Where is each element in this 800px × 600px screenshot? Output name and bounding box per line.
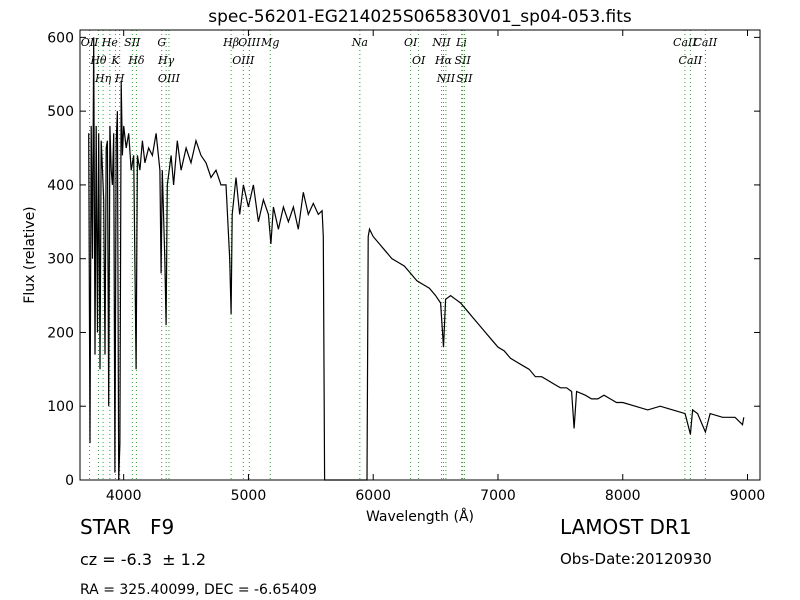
spectral-line-label: Mg xyxy=(260,36,279,49)
spectral-line-label: Hθ xyxy=(89,54,107,67)
x-tick-label: 7000 xyxy=(480,488,516,504)
spectral-line-label: Na xyxy=(351,36,368,49)
spectral-line-label: OII xyxy=(81,36,99,49)
spectral-line-label: SII xyxy=(124,36,141,49)
spectral-line-label: SII xyxy=(456,72,473,85)
x-tick-label: 9000 xyxy=(730,488,766,504)
y-tick-label: 300 xyxy=(47,252,74,268)
y-tick-label: 600 xyxy=(47,30,74,46)
survey: LAMOST DR1 xyxy=(560,515,692,539)
redshift: cz = -6.3 ± 1.2 xyxy=(80,550,206,569)
y-tick-label: 100 xyxy=(47,399,74,415)
spectral-line-label: OI xyxy=(412,54,426,67)
spectral-line-label: OIII xyxy=(158,72,181,85)
coordinates: RA = 325.40099, DEC = -6.65409 xyxy=(80,582,317,598)
spectral-line-label: CaII xyxy=(679,54,703,67)
spectral-line-label: OI xyxy=(404,36,418,49)
spectral-line-label: Li xyxy=(455,36,467,49)
spectral-line-label: CaII xyxy=(673,36,697,49)
spectral-line-label: He xyxy=(101,36,119,49)
y-tick-label: 200 xyxy=(47,325,74,341)
spectral-line-label: NII xyxy=(436,72,456,85)
y-tick-label: 400 xyxy=(47,178,74,194)
obs-date: Obs-Date:20120930 xyxy=(560,550,712,568)
spectral-line-label: OIII xyxy=(238,36,261,49)
spectral-line-label: CaII xyxy=(694,36,718,49)
spectrum-line xyxy=(88,37,745,481)
x-tick-label: 4000 xyxy=(106,488,142,504)
spectral-line-label: K xyxy=(110,54,120,67)
spectral-line-label: G xyxy=(157,36,166,49)
spectral-line-label: SII xyxy=(455,54,472,67)
y-tick-label: 0 xyxy=(65,473,74,489)
spectral-line-label: Hα xyxy=(434,54,453,67)
plot-frame xyxy=(79,29,761,481)
spectral-line-label: Hη xyxy=(94,72,112,85)
x-tick-label: 5000 xyxy=(231,488,267,504)
x-axis-label: Wavelength (Å) xyxy=(366,508,474,525)
spectral-line-label: Hγ xyxy=(157,54,175,67)
chart-title: spec-56201-EG214025S065830V01_sp04-053.f… xyxy=(208,7,632,27)
spectral-line-label: NII xyxy=(431,36,451,49)
spectral-line-label: Hδ xyxy=(127,54,145,67)
y-tick-label: 500 xyxy=(47,104,74,120)
spectral-line-label: H xyxy=(114,72,125,85)
y-axis-label: Flux (relative) xyxy=(22,206,38,303)
x-tick-label: 6000 xyxy=(355,488,391,504)
spectral-line-label: Hβ xyxy=(222,36,239,49)
object-class: STAR F9 xyxy=(80,515,174,539)
x-tick-label: 8000 xyxy=(605,488,641,504)
spectral-line-label: OIII xyxy=(232,54,255,67)
